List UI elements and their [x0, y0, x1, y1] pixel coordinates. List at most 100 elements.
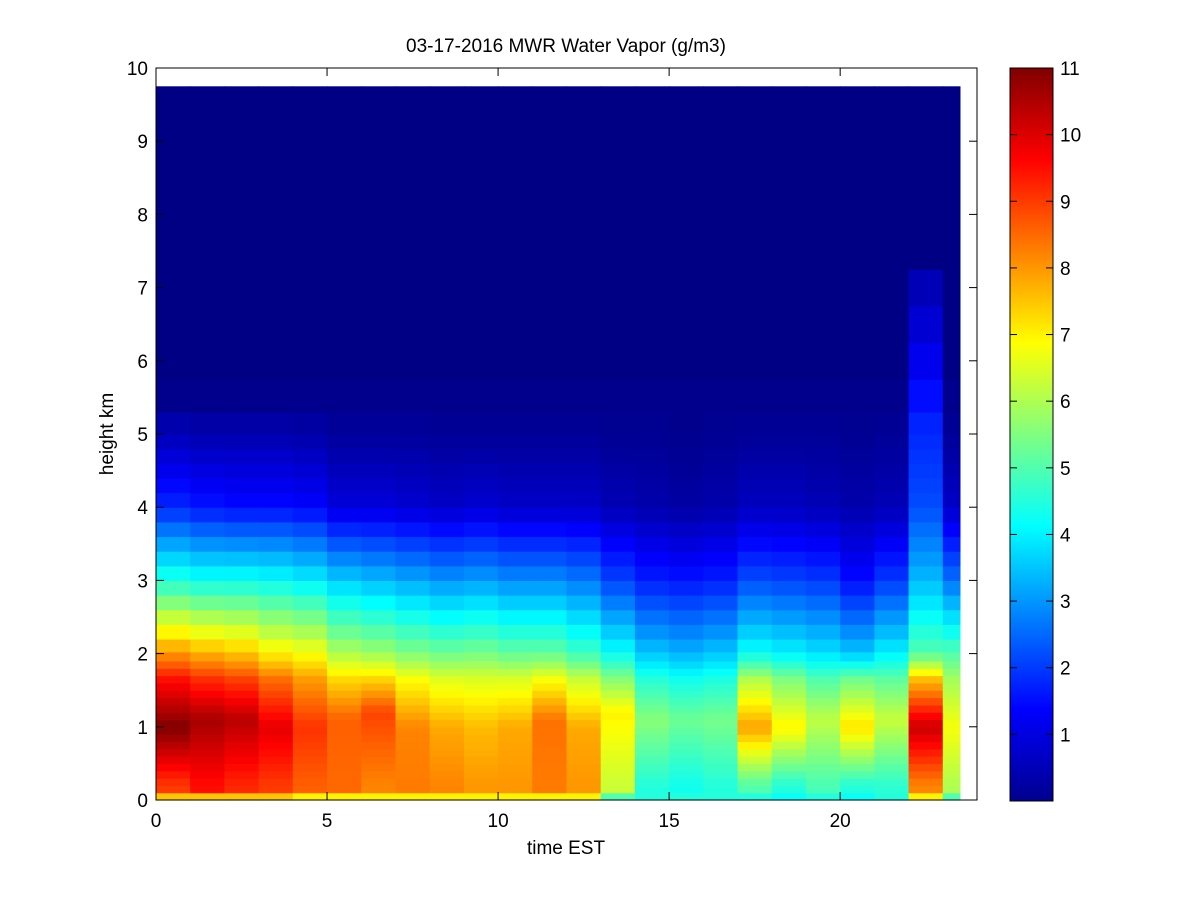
x-axis-label: time EST: [527, 838, 606, 859]
heatmap-cell: [395, 763, 431, 772]
heatmap-cell: [908, 638, 944, 653]
heatmap-cell: [771, 269, 807, 307]
heatmap-cell: [292, 448, 328, 464]
heatmap-cell: [224, 734, 260, 743]
heatmap-cell: [395, 521, 431, 538]
heatmap-cell: [942, 675, 961, 684]
heatmap-cell: [361, 770, 397, 779]
heatmap-cell: [874, 778, 910, 786]
heatmap-cell: [737, 719, 773, 728]
heatmap-cell: [942, 269, 961, 307]
heatmap-cell: [840, 342, 875, 380]
y-tick-label: 7: [137, 279, 148, 300]
heatmap-cell: [429, 477, 465, 494]
heatmap-cell: [224, 690, 260, 699]
heatmap-cell: [292, 141, 328, 215]
heatmap-cell: [327, 785, 362, 794]
heatmap-cell: [874, 86, 910, 142]
heatmap-cell: [190, 214, 226, 270]
heatmap-cell: [840, 269, 875, 307]
heatmap-cell: [600, 434, 636, 450]
heatmap-cell: [327, 660, 362, 669]
heatmap-cell: [634, 660, 670, 669]
heatmap-cell: [258, 756, 294, 764]
heatmap-cell: [600, 651, 636, 662]
heatmap-cell: [669, 434, 704, 450]
heatmap-cell: [156, 675, 191, 684]
heatmap-cell: [566, 305, 602, 344]
heatmap-cell: [395, 734, 431, 743]
heatmap-cell: [361, 305, 397, 344]
heatmap-cell: [258, 342, 294, 380]
heatmap-cell: [874, 682, 910, 691]
heatmap-cell: [463, 682, 499, 691]
heatmap-cell: [908, 763, 944, 772]
heatmap-cell: [532, 595, 568, 611]
heatmap-cell: [532, 638, 568, 653]
heatmap-cell: [669, 651, 704, 662]
heatmap-cell: [532, 675, 568, 684]
heatmap-cell: [429, 697, 465, 706]
heatmap-cell: [224, 342, 260, 380]
heatmap-cell: [361, 785, 397, 794]
heatmap-cell: [771, 734, 807, 743]
heatmap-cell: [327, 463, 362, 479]
heatmap-cell: [224, 785, 260, 794]
colorbar-tick-label: 3: [1060, 592, 1071, 613]
heatmap-cell: [634, 638, 670, 653]
heatmap-cell: [395, 214, 431, 270]
heatmap-cell: [224, 651, 260, 662]
heatmap-cell: [292, 521, 328, 538]
heatmap-cell: [327, 477, 362, 494]
heatmap-cell: [737, 690, 773, 699]
heatmap-cell: [942, 565, 961, 581]
heatmap-cell: [463, 748, 499, 757]
heatmap-cell: [258, 214, 294, 270]
heatmap-cell: [395, 595, 431, 611]
heatmap-cell: [224, 682, 260, 691]
heatmap-cell: [805, 551, 841, 567]
heatmap-cell: [840, 434, 875, 450]
heatmap-cell: [429, 595, 465, 611]
heatmap-cell: [190, 734, 226, 743]
heatmap-cell: [942, 609, 961, 625]
heatmap-cell: [737, 565, 773, 581]
heatmap-cell: [327, 734, 362, 743]
heatmap-cell: [395, 624, 431, 640]
heatmap-cell: [737, 492, 773, 508]
heatmap-cell: [498, 734, 533, 743]
heatmap-cell: [874, 719, 910, 728]
heatmap-cell: [498, 660, 533, 669]
heatmap-cell: [190, 741, 226, 750]
heatmap-cell: [703, 86, 739, 142]
heatmap-cell: [498, 778, 533, 786]
heatmap-cell: [463, 668, 499, 677]
heatmap-cell: [737, 726, 773, 735]
heatmap-cell: [429, 536, 465, 552]
heatmap-cell: [840, 763, 875, 772]
heatmap-cell: [634, 748, 670, 757]
heatmap-cell: [292, 595, 328, 611]
heatmap-cell: [703, 521, 739, 538]
heatmap-cell: [566, 477, 602, 494]
heatmap-cell: [258, 595, 294, 611]
heatmap-cell: [327, 748, 362, 757]
heatmap-cell: [395, 792, 431, 801]
heatmap-cell: [395, 463, 431, 479]
heatmap-cell: [874, 507, 910, 523]
heatmap-cell: [908, 412, 944, 435]
heatmap-cell: [600, 565, 636, 581]
heatmap-cell: [395, 86, 431, 142]
heatmap-cell: [156, 697, 191, 706]
heatmap-cell: [190, 492, 226, 508]
heatmap-cell: [703, 682, 739, 691]
heatmap-cell: [771, 719, 807, 728]
heatmap-cell: [463, 726, 499, 735]
heatmap-cell: [292, 726, 328, 735]
heatmap-cell: [805, 792, 841, 801]
heatmap-cell: [600, 507, 636, 523]
heatmap-cell: [634, 682, 670, 691]
heatmap-cell: [224, 668, 260, 677]
colorbar-tick-label: 6: [1060, 392, 1071, 413]
